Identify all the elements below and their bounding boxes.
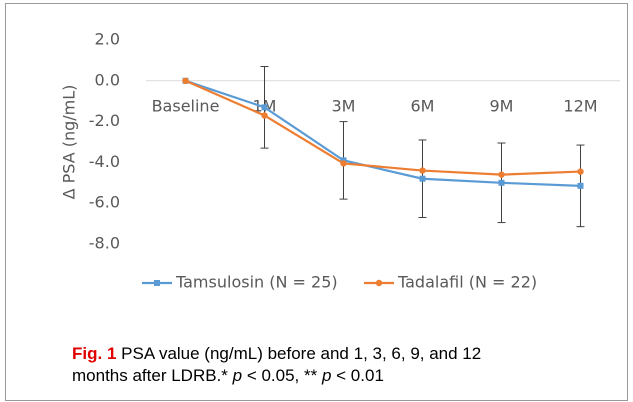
marker — [498, 179, 505, 186]
series-line — [185, 79, 581, 176]
caption-text: * — [221, 366, 233, 385]
marker — [577, 168, 584, 175]
marker — [498, 171, 505, 178]
y-tick-label: 2.0 — [95, 30, 120, 49]
marker — [261, 104, 268, 111]
caption-text: < 0.01 — [331, 366, 384, 385]
y-tick-label: 0.0 — [95, 70, 120, 89]
caption-text: p — [321, 366, 332, 385]
caption-text: PSA value (ng/mL) before and 1, 3, 6, 9,… — [121, 344, 482, 363]
marker — [340, 160, 347, 167]
caption-text: p — [232, 366, 243, 385]
x-tick-label: 3M — [332, 96, 356, 115]
y-tick-label: -2.0 — [89, 111, 120, 130]
series-line — [185, 79, 581, 187]
legend-label: Tadalafil (N = 22) — [397, 273, 537, 292]
y-axis-title: Δ PSA (ng/mL) — [60, 85, 79, 200]
x-tick-label: 12M — [563, 96, 597, 115]
caption: Fig. 1 PSA value (ng/mL) before and 1, 3… — [72, 343, 481, 387]
marker — [261, 112, 268, 119]
caption-text: months after LDRB. — [72, 366, 222, 385]
frame — [5, 3, 628, 401]
y-tick-label: -8.0 — [89, 234, 120, 253]
caption-label: Fig. 1 — [72, 344, 117, 363]
x-tick-label: 6M — [411, 96, 435, 115]
marker — [577, 182, 584, 189]
marker — [419, 175, 426, 182]
marker — [182, 77, 189, 85]
legend-marker — [375, 279, 383, 287]
y-tick-label: -6.0 — [89, 193, 120, 212]
marker — [419, 167, 426, 174]
caption-text: < 0.05, ** — [242, 366, 322, 385]
x-tick-label: 9M — [490, 96, 514, 115]
y-tick-label: -4.0 — [89, 152, 120, 171]
legend-label: Tamsulosin (N = 25) — [175, 273, 338, 292]
legend-marker — [154, 280, 160, 286]
x-tick-label: Baseline — [152, 96, 220, 115]
